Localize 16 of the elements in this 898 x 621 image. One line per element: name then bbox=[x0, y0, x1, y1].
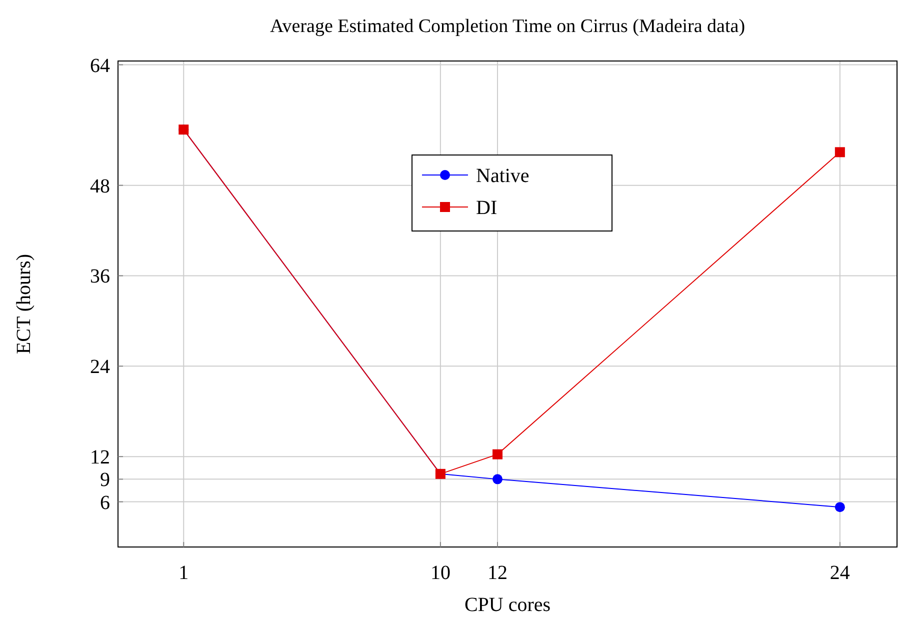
y-tick-label: 6 bbox=[100, 492, 110, 514]
y-tick-label: 12 bbox=[90, 446, 110, 469]
legend-label: DI bbox=[476, 197, 498, 219]
x-tick-label: 10 bbox=[430, 562, 450, 584]
y-axis-title: ECT (hours) bbox=[13, 254, 35, 354]
y-tick-label: 24 bbox=[90, 356, 110, 378]
chart-title: Average Estimated Completion Time on Cirrus (Madeira data) bbox=[270, 16, 746, 37]
y-tick-label: 48 bbox=[90, 175, 110, 198]
y-tick-label: 64 bbox=[90, 54, 110, 77]
x-axis-title: CPU cores bbox=[464, 594, 551, 616]
x-tick-label: 1 bbox=[178, 562, 189, 584]
legend-label: Native bbox=[476, 165, 530, 187]
y-tick-label: 36 bbox=[90, 266, 110, 288]
y-tick-label: 9 bbox=[100, 469, 110, 492]
x-tick-label: 24 bbox=[830, 562, 850, 584]
x-tick-label: 12 bbox=[488, 562, 508, 584]
